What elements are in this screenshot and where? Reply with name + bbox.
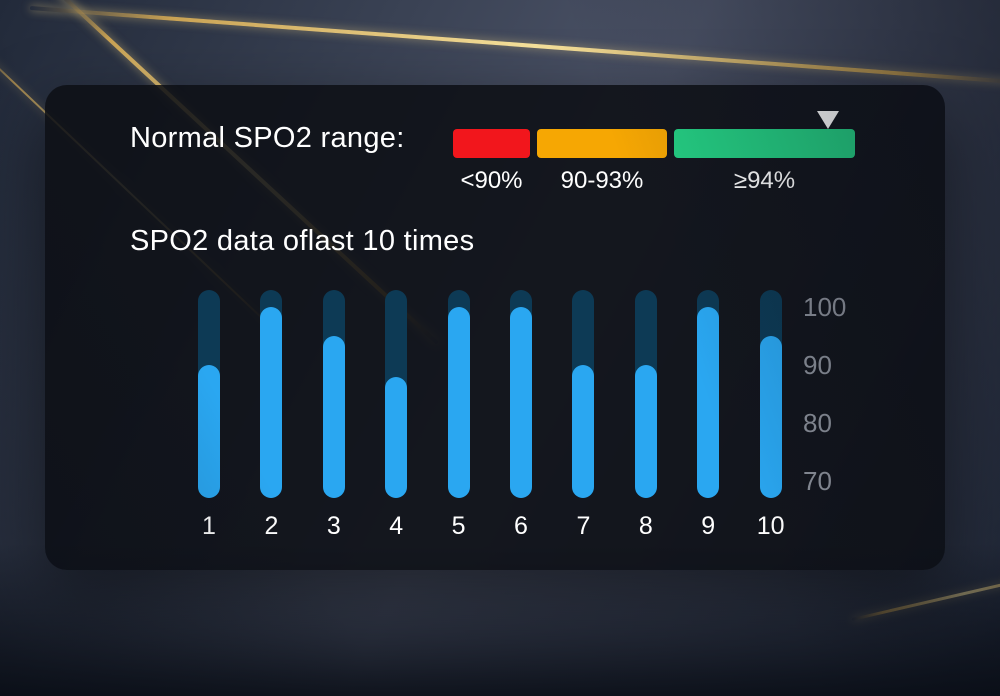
range-segment-bar [537,129,667,158]
y-axis-label: 80 [803,407,832,438]
x-axis-label: 10 [756,512,785,540]
x-axis-label: 4 [389,512,404,540]
bar-slot: 8 [634,290,657,540]
bar-value [260,307,283,498]
range-segment-label: <90% [460,167,523,194]
x-axis-label: 9 [701,512,716,540]
y-axis-label: 100 [803,292,847,323]
range-segment-bar [674,129,855,158]
x-axis-label: 3 [326,512,341,540]
bar-slot: 6 [510,290,532,540]
bar-value [572,365,595,498]
bar-slot: 5 [447,290,470,540]
range-segment: ≥94% [674,129,855,195]
x-axis-label: 7 [576,512,591,540]
range-segment-label: ≥94% [733,167,796,194]
legend-title: Normal SPO2 range: [130,122,405,154]
range-marker-icon [817,111,839,129]
bar-value [198,365,220,498]
y-axis-label: 70 [803,465,832,496]
y-axis-label: 90 [803,350,832,381]
bar-value [322,336,345,498]
bar-slot: 4 [385,290,408,540]
bar-slot: 1 [198,290,220,540]
bar-value [447,307,470,498]
x-axis-label: 1 [202,512,216,540]
range-segment-label: 90-93% [560,167,644,194]
bar-slot: 2 [260,290,283,540]
bar-value [510,307,532,498]
bar-value [634,365,657,498]
chart-title: SPO2 data oflast 10 times [130,225,475,257]
bar-value [385,377,408,498]
x-axis-label: 5 [451,512,466,540]
bar-slot: 9 [697,290,720,540]
range-segment-bar [453,129,530,158]
x-axis-label: 6 [514,512,528,540]
x-axis-label: 2 [264,512,279,540]
bar-slot: 10 [757,290,785,540]
spo2-card: Normal SPO2 range: <90% 90-93% ≥94% SPO2 d… [45,85,945,570]
range-legend: <90% 90-93% ≥94% [453,129,855,195]
bar-value [697,307,720,498]
bar-value [759,336,782,498]
bar-slot: 7 [572,290,595,540]
bar-chart: 1 2 3 4 5 6 7 8 9 10 100 90 80 70 [198,290,918,560]
range-segment: 90-93% [537,129,667,195]
x-axis-label: 8 [638,512,653,540]
gold-line-decoration [29,6,1000,86]
range-segment: <90% [453,129,530,195]
bar-slot: 3 [322,290,345,540]
gold-line-decoration [851,566,1000,621]
